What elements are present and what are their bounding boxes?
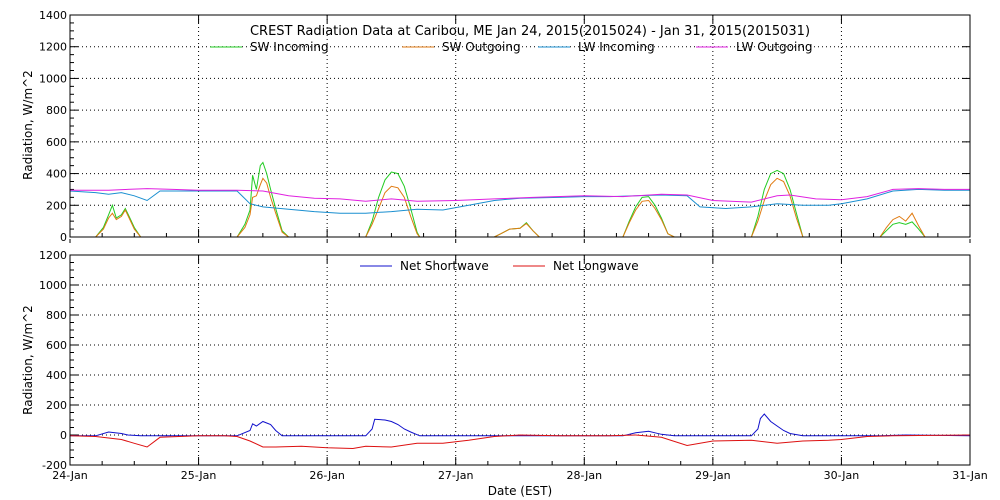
legend-label: SW Outgoing	[442, 40, 521, 54]
x-axis-label: Date (EST)	[488, 484, 552, 498]
top-y-tick-label: 200	[46, 199, 67, 212]
x-tick-label: 31-Jan	[952, 469, 988, 482]
legend-label: Net Longwave	[553, 259, 639, 273]
top-y-tick-label: 600	[46, 136, 67, 149]
bottom-y-tick-label: 400	[46, 369, 67, 382]
bottom-y-tick-label: 1000	[39, 279, 67, 292]
x-tick-label: 24-Jan	[52, 469, 88, 482]
series-line-sw-outgoing	[70, 177, 970, 237]
series-line-sw-incoming	[70, 161, 970, 237]
top-y-tick-label: 800	[46, 104, 67, 117]
bottom-y-tick-label: 800	[46, 309, 67, 322]
legend-label: LW Incoming	[578, 40, 655, 54]
x-tick-label: 29-Jan	[695, 469, 731, 482]
top-y-tick-label: 1400	[39, 9, 67, 22]
series-line-lw-outgoing	[70, 188, 970, 203]
x-tick-label: 30-Jan	[824, 469, 860, 482]
legend-label: SW Incoming	[250, 40, 329, 54]
bottom-plot-frame	[69, 254, 971, 466]
legend-label: Net Shortwave	[400, 259, 489, 273]
series-line-lw-incoming	[70, 188, 970, 214]
net-radiation-plot: -200 0 200 400 600 800 1000 1200 24-Jan 25-Jan 26-…	[39, 249, 988, 482]
bottom-y-axis-label: Radiation, W/m^2	[21, 305, 35, 415]
bottom-y-tick-label: 1200	[39, 249, 67, 262]
bottom-y-tick-label: 0	[60, 429, 67, 442]
top-plot-frame	[69, 14, 971, 238]
bottom-y-tick-label: -200	[42, 459, 67, 472]
legend-label: LW Outgoing	[736, 40, 813, 54]
top-y-tick-label: 1000	[39, 72, 67, 85]
chart-title: CREST Radiation Data at Caribou, ME Jan …	[250, 24, 810, 39]
x-tick-label: 27-Jan	[438, 469, 474, 482]
top-y-tick-label: 1200	[39, 41, 67, 54]
top-y-tick-label: 0	[60, 231, 67, 244]
top-y-axis-label: Radiation, W/m^2	[21, 70, 35, 180]
series-line-net-longwave	[70, 434, 970, 450]
x-tick-label: 25-Jan	[181, 469, 217, 482]
series-line-net-shortwave	[70, 413, 970, 437]
top-y-tick-label: 400	[46, 168, 67, 181]
bottom-y-tick-label: 200	[46, 399, 67, 412]
bottom-y-tick-label: 600	[46, 339, 67, 352]
x-tick-label: 26-Jan	[309, 469, 345, 482]
top-radiation-plot: 0 200 400 600 800 1000 1200 1400 SW Incoming SW O…	[39, 9, 971, 244]
x-tick-label: 28-Jan	[567, 469, 603, 482]
